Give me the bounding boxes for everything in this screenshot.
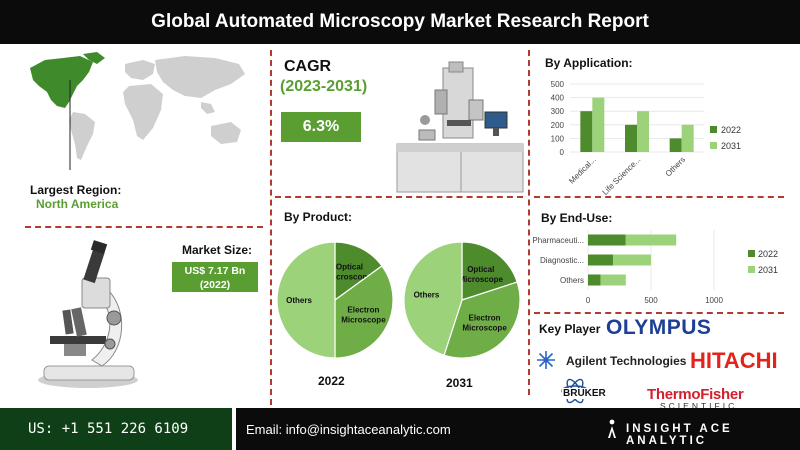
pie-2031-label-electron-microscope: Electron Microscope: [462, 314, 507, 333]
footer-email[interactable]: Email: info@insightaceanalytic.com: [246, 422, 451, 437]
enduse-y-tick-label: Pharmaceuti...: [532, 236, 584, 245]
largest-region-value: North America: [36, 197, 119, 211]
north-america-shape: [30, 56, 93, 108]
bruker-logo: BRUKER: [562, 388, 607, 399]
pie-2031-slice-others: [403, 241, 463, 356]
largest-region-label: Largest Region:: [30, 183, 122, 197]
pie-chart-2031: Optical Microscope Electron Microscope Other…: [403, 241, 521, 359]
pie-2022-slice-electron-microscope: [334, 265, 394, 359]
cagr-value: 6.3%: [281, 112, 361, 142]
enduse-y-tick-label: Others: [560, 276, 584, 285]
pie-2022-year: 2022: [318, 374, 345, 388]
hitachi-logo: HITACHI: [690, 348, 778, 373]
app-legend-swatch-2031: [710, 142, 717, 149]
pie-2031-label-optical-microscope: Optical Microscope: [459, 265, 504, 284]
app-y-tick-label: 500: [551, 80, 565, 89]
thermofisher-scientific-logo: SCIENTIFIC: [660, 401, 738, 411]
market-size-year: (2022): [199, 279, 231, 291]
divider-right: [528, 50, 530, 395]
pie-2022-label-electron-microscope: Electron Microscope: [341, 305, 386, 324]
app-bar-others-2031: [681, 124, 694, 152]
key-player-label: Key Player: [539, 322, 601, 336]
enduse-legend-swatch-2022: [748, 250, 755, 257]
enduse-bar-diagnostic-2022: [588, 254, 614, 266]
enduse-bar-others-2022: [588, 274, 601, 286]
app-legend-label-2031: 2031: [721, 141, 741, 151]
app-bar-medical-2031: [592, 97, 605, 152]
market-size-box: US$ 7.17 Bn (2022): [172, 262, 258, 292]
report-title: Global Automated Microscopy Market Resea…: [0, 0, 800, 44]
pie-2031-label-others: Others: [414, 290, 440, 299]
app-y-tick-label: 100: [551, 134, 565, 143]
divider-right-lower: [534, 312, 784, 314]
divider-right-upper: [534, 196, 784, 198]
pie-2022-label-optical-microscope: Optical Microscope: [327, 263, 372, 282]
enduse-x-tick-label: 500: [644, 296, 658, 305]
app-y-tick-label: 0: [560, 148, 565, 157]
enduse-x-tick-label: 0: [586, 296, 591, 305]
app-x-tick-label: Life Science...: [601, 155, 643, 196]
olympus-logo: OLYMPUS: [606, 316, 712, 339]
app-bar-life-science-2022: [625, 124, 637, 152]
market-size-label: Market Size:: [181, 243, 253, 257]
insight-ace-logo-icon: [608, 419, 616, 438]
cagr-period: (2023-2031): [280, 78, 368, 95]
divider-middle-horizontal: [275, 196, 523, 198]
pie-2022-label-others: Others: [286, 296, 312, 305]
cagr-title: CAGR: [284, 58, 332, 75]
by-product-title: By Product:: [284, 210, 353, 224]
by-end-use-chart: 0 500 1000 Pharmaceuti... Diagnostic... Other…: [532, 230, 778, 305]
app-y-tick-label: 300: [551, 107, 565, 116]
enduse-bar-pharmaceuti-2031: [625, 234, 677, 246]
by-application-chart: 0 100 200 300 400 500 Medical... Life Science..…: [551, 80, 741, 196]
market-size-value: US$ 7.17 Bn: [184, 265, 246, 277]
app-x-tick-label: Others: [664, 155, 687, 178]
pie-2031-slice-optical-microscope: [461, 241, 518, 301]
app-bar-medical-2022: [580, 111, 593, 152]
enduse-x-tick-label: 1000: [705, 296, 723, 305]
app-bar-others-2022: [669, 138, 682, 152]
pie-2022-slice-optical-microscope: [334, 241, 383, 302]
pie-2031-year: 2031: [446, 376, 473, 390]
enduse-legend-swatch-2031: [748, 266, 755, 273]
pie-chart-2022: Optical Microscope Electron Microscope Other…: [276, 241, 394, 359]
footer-phone[interactable]: US: +1 551 226 6109: [0, 408, 232, 450]
app-legend-swatch-2022: [710, 126, 717, 133]
world-map-image: [30, 52, 245, 170]
agilent-spark-icon: [537, 351, 555, 369]
thermofisher-logo: ThermoFisher: [647, 386, 744, 403]
pie-2031-slice-electron-microscope: [443, 281, 521, 359]
pie-2022-slice-others: [276, 241, 336, 359]
app-y-tick-label: 400: [551, 94, 565, 103]
app-x-tick-label: Medical...: [567, 155, 598, 186]
microscope-image: [38, 240, 138, 388]
enduse-legend-label-2031: 2031: [758, 265, 778, 275]
enduse-bar-diagnostic-2031: [613, 254, 651, 266]
enduse-legend-label-2022: 2022: [758, 249, 778, 259]
app-bar-life-science-2031: [637, 111, 649, 152]
app-legend-label-2022: 2022: [721, 125, 741, 135]
automated-microscope-image: [396, 61, 524, 193]
app-y-tick-label: 200: [551, 121, 565, 130]
by-application-title: By Application:: [545, 56, 633, 70]
by-end-use-title: By End-Use:: [541, 211, 613, 225]
enduse-y-tick-label: Diagnostic...: [540, 256, 584, 265]
divider-left-horizontal: [25, 226, 263, 228]
enduse-bar-others-2031: [600, 274, 626, 286]
divider-left: [270, 50, 272, 405]
footer-bar: Email: info@insightaceanalytic.com INSIG…: [236, 408, 800, 450]
agilent-logo: Agilent Technologies: [566, 354, 687, 368]
enduse-bar-pharmaceuti-2022: [588, 234, 626, 246]
footer-brand: INSIGHT ACE ANALYTIC: [626, 423, 733, 447]
